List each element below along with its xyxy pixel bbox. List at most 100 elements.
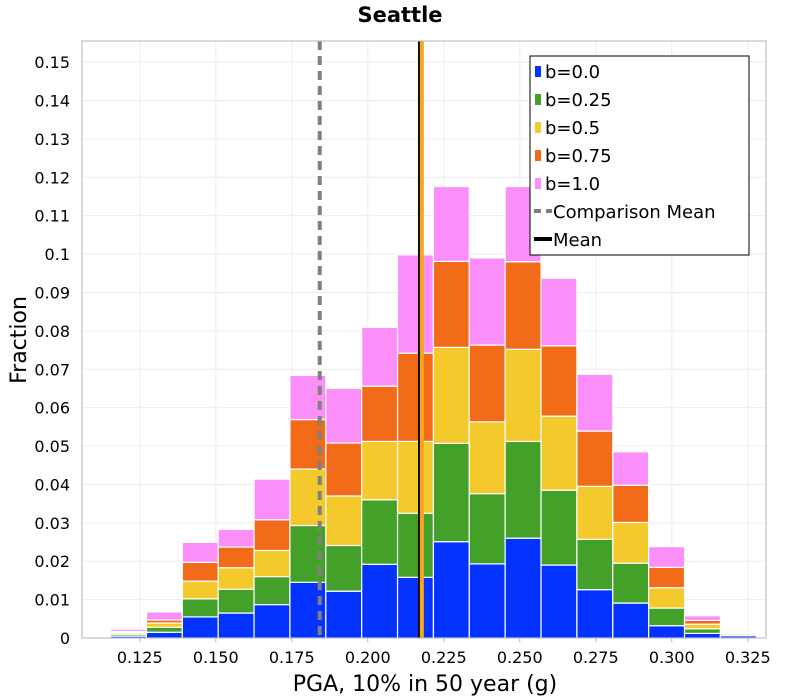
bar-segment: [683, 623, 722, 630]
x-tick-label: 0.225: [421, 648, 467, 667]
bar-segment: [396, 352, 435, 443]
bar-segment: [504, 440, 542, 539]
x-tick-label: 0.325: [725, 648, 771, 667]
bar-segment: [145, 611, 183, 621]
bar-segment: [325, 590, 363, 639]
x-tick-label: 0.275: [573, 648, 619, 667]
y-tick-label: 0.04: [34, 475, 70, 494]
bar-segment: [504, 261, 542, 350]
y-tick-label: 0.03: [34, 514, 70, 533]
y-tick-label: 0.06: [34, 399, 70, 418]
bar-segment: [683, 615, 722, 621]
x-tick-label: 0.125: [117, 648, 163, 667]
x-axis-label: PGA, 10% in 50 year (g): [293, 672, 557, 697]
y-axis-label: Fraction: [7, 296, 32, 384]
x-tick-label: 0.200: [345, 648, 391, 667]
bar-segment: [396, 440, 435, 514]
bar-segment: [289, 374, 327, 421]
bar-segment: [648, 546, 686, 568]
legend-swatch: [535, 66, 541, 77]
y-tick-label: 0.05: [34, 437, 70, 456]
bar-segment: [432, 442, 470, 543]
x-axis-ticks: 0.125 0.150 0.175 0.200 0.225 0.250 0.275 0.300…: [117, 638, 771, 667]
x-tick-label: 0.150: [193, 648, 239, 667]
bar-segment: [576, 430, 614, 487]
bar-segment: [432, 346, 470, 444]
bar-segment: [289, 418, 327, 470]
bar-segment: [576, 589, 614, 639]
bar-segment: [432, 260, 470, 348]
bar-segment: [325, 544, 363, 592]
bar-segment: [432, 541, 470, 639]
bar-segment: [396, 512, 435, 578]
chart-title: Seattle: [357, 3, 442, 27]
bar-segment: [468, 493, 506, 565]
bar-segment: [181, 561, 219, 582]
y-tick-label: 0.11: [34, 207, 70, 226]
legend-swatch: [535, 122, 541, 133]
legend-label: Mean: [553, 230, 602, 251]
reference-lines: [317, 41, 424, 638]
bar-segment: [253, 575, 291, 606]
bar-segment: [468, 257, 506, 346]
y-tick-label: 0.08: [34, 322, 70, 341]
legend-box: [529, 55, 750, 256]
bar-segment: [181, 541, 219, 563]
bar-segment: [217, 612, 255, 639]
plot-frame: [81, 40, 767, 639]
bar-segment: [612, 484, 650, 524]
histogram-bars: [109, 185, 757, 639]
bar-segment: [468, 563, 506, 639]
bar-segment: [683, 628, 722, 634]
bar-segment: [648, 607, 686, 627]
legend-label: b=1.0: [545, 174, 600, 195]
bar-segment: [145, 622, 183, 628]
bar-segment: [648, 587, 686, 609]
y-tick-label: 0.14: [34, 92, 70, 111]
bar-segment: [361, 563, 399, 639]
legend-label: Comparison Mean: [553, 202, 716, 223]
bar-segment: [576, 538, 614, 591]
bar-segment: [504, 348, 542, 443]
bar-segment: [540, 564, 578, 639]
bar-segment: [576, 373, 614, 432]
legend: b=0.0 b=0.25 b=0.5 b=0.75 b=1.0 Comparison Me…: [529, 55, 750, 256]
legend-swatch: [535, 178, 541, 189]
y-tick-label: 0.07: [34, 360, 70, 379]
bar-segment: [612, 521, 650, 564]
bar-segment: [217, 567, 255, 590]
bar-segment: [217, 546, 255, 569]
bar-segment: [361, 385, 399, 443]
y-tick-label: 0.12: [34, 168, 70, 187]
x-tick-label: 0.250: [497, 648, 543, 667]
bar-segment: [325, 387, 363, 444]
bar-segment: [648, 566, 686, 589]
bar-segment: [432, 185, 470, 262]
bar-segment: [325, 442, 363, 497]
bar-segment: [109, 628, 148, 633]
bar-segment: [612, 451, 650, 486]
bar-segment: [361, 326, 399, 387]
bar-segment: [181, 580, 219, 600]
bar-segment: [540, 277, 578, 347]
bar-segment: [181, 598, 219, 618]
y-tick-label: 0.01: [34, 591, 70, 610]
bar-segment: [540, 415, 578, 491]
bar-segment: [719, 630, 757, 633]
legend-label: b=0.75: [545, 146, 612, 167]
y-axis-ticks: 0 0.01 0.02 0.03 0.04 0.05 0.06 0.07 0.08 0.09 0.1…: [34, 53, 70, 648]
bar-segment: [253, 519, 291, 552]
y-tick-label: 0.15: [34, 53, 70, 72]
bar-segment: [253, 478, 291, 521]
bar-segment: [181, 616, 219, 639]
bar-segment: [612, 562, 650, 604]
bar-segment: [540, 345, 578, 417]
bar-segment: [145, 626, 183, 633]
bar-segment: [145, 631, 183, 639]
bar-segment: [217, 588, 255, 614]
legend-label: b=0.0: [545, 62, 600, 83]
legend-swatch: [535, 150, 541, 161]
y-tick-label: 0.1: [45, 245, 70, 264]
legend-swatch: [535, 94, 541, 105]
bar-segment: [612, 602, 650, 639]
